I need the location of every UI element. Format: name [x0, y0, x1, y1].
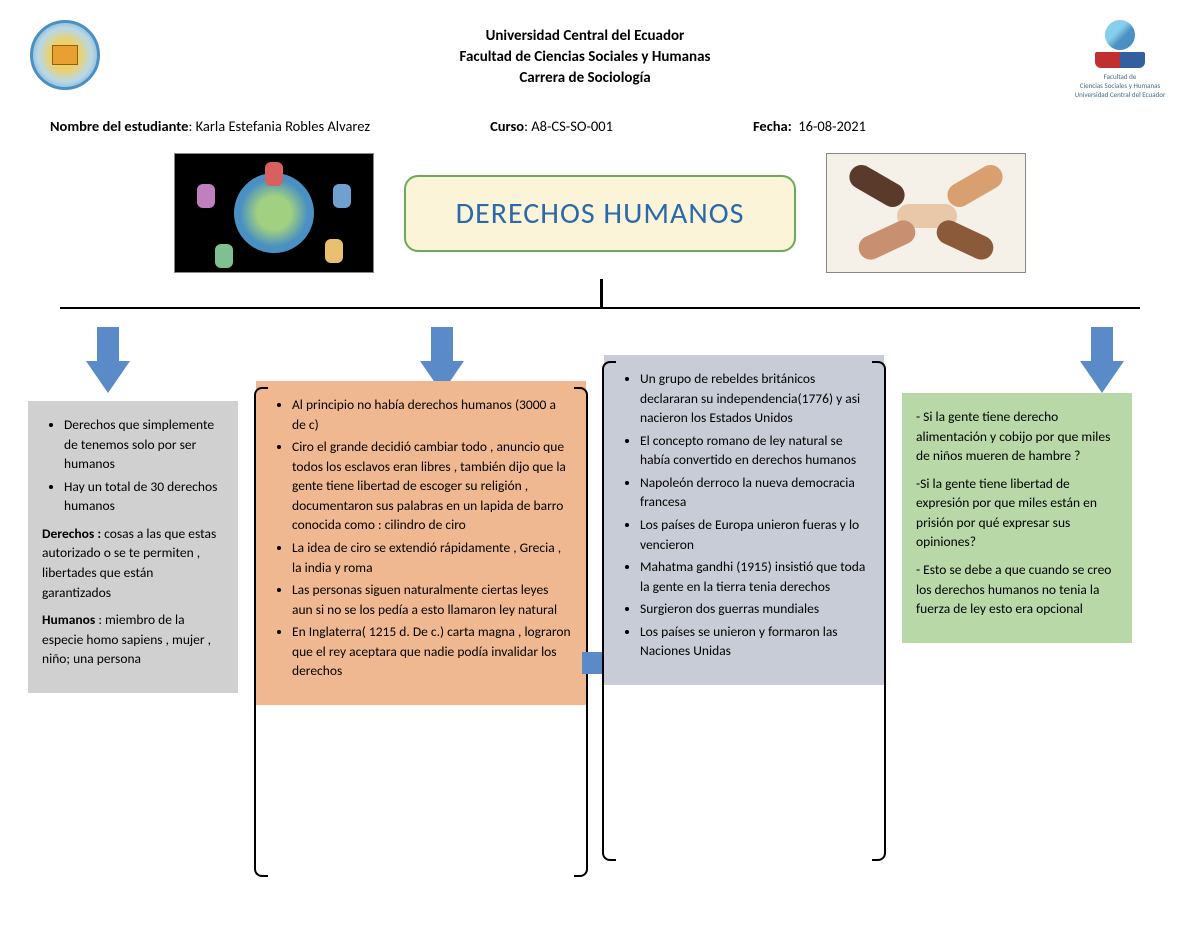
- list-item: Mahatma gandhi (1915) insistió que toda …: [640, 557, 870, 596]
- definition-humanos: Humanos : miembro de la especie homo sap…: [42, 610, 224, 669]
- document-header: Universidad Central del Ecuador Facultad…: [0, 0, 1200, 109]
- list-item: Los países se unieron y formaron las Nac…: [640, 622, 870, 661]
- list-item: Hay un total de 30 derechos humanos: [64, 477, 224, 516]
- list-item: Al principio no había derechos humanos (…: [292, 395, 572, 434]
- brace-left-icon: [254, 387, 268, 877]
- faculty-name: Facultad de Ciencias Sociales y Humanas: [100, 47, 1070, 68]
- conclusion: - Esto se debe a que cuando se creo los …: [916, 560, 1118, 619]
- course-label: Curso: [490, 117, 524, 135]
- list-item: Napoleón derroco la nueva democracia fra…: [640, 473, 870, 512]
- university-name: Universidad Central del Ecuador: [100, 26, 1070, 47]
- student-info-row: Nombre del estudiante : Karla Estefania …: [0, 109, 1200, 153]
- list-item: Derechos que simplemente de tenemos solo…: [64, 415, 224, 474]
- university-seal-logo: [30, 20, 100, 90]
- globe-icon: [1105, 20, 1135, 50]
- content-columns: Derechos que simplemente de tenemos solo…: [0, 355, 1200, 705]
- list-item: El concepto romano de ley natural se hab…: [640, 431, 870, 470]
- career-name: Carrera de Sociología: [100, 68, 1070, 89]
- university-title-block: Universidad Central del Ecuador Facultad…: [100, 20, 1070, 89]
- question-2: -Si la gente tiene libertad de expresión…: [916, 474, 1118, 552]
- connector-lines: [0, 279, 1200, 329]
- name-label: Nombre del estudiante: [50, 117, 188, 135]
- name-value: : Karla Estefania Robles Alvarez: [188, 117, 370, 135]
- list-item: Los países de Europa unieron fueras y lo…: [640, 515, 870, 554]
- faculty-logo: Facultad de Ciencias Sociales y Humanas …: [1070, 20, 1170, 99]
- date-value: 16-08-2021: [792, 117, 866, 135]
- column-history-early: Al principio no había derechos humanos (…: [256, 381, 586, 705]
- faculty-logo-text1: Facultad de: [1070, 72, 1170, 81]
- hands-unity-image: [826, 153, 1026, 273]
- course-value: : A8-CS-SO-001: [524, 117, 613, 135]
- list-item: Las personas siguen naturalmente ciertas…: [292, 580, 572, 619]
- brace-right-icon: [574, 387, 588, 877]
- title-row: DERECHOS HUMANOS: [0, 153, 1200, 273]
- column-definitions: Derechos que simplemente de tenemos solo…: [28, 401, 238, 693]
- definition-derechos: Derechos : cosas a las que estas autoriz…: [42, 524, 224, 602]
- list-item: La idea de ciro se extendió rápidamente …: [292, 538, 572, 577]
- main-title-box: DERECHOS HUMANOS: [404, 175, 797, 252]
- book-icon: [1095, 52, 1145, 68]
- date-label: Fecha:: [753, 117, 792, 135]
- faculty-logo-text3: Universidad Central del Ecuador: [1070, 90, 1170, 99]
- list-item: Un grupo de rebeldes británicos declarar…: [640, 369, 870, 428]
- question-1: - Si la gente tiene derecho alimentación…: [916, 407, 1118, 466]
- children-globe-image: [174, 153, 374, 273]
- brace-right-icon: [872, 361, 886, 861]
- brace-left-icon: [602, 361, 616, 861]
- faculty-logo-text2: Ciencias Sociales y Humanas: [1070, 81, 1170, 90]
- column-history-modern: Un grupo de rebeldes británicos declarar…: [604, 355, 884, 685]
- list-item: Ciro el grande decidió cambiar todo , an…: [292, 437, 572, 535]
- list-item: Surgieron dos guerras mundiales: [640, 599, 870, 619]
- list-item: En Inglaterra( 1215 d. De c.) carta magn…: [292, 622, 572, 681]
- column-questions: - Si la gente tiene derecho alimentación…: [902, 393, 1132, 643]
